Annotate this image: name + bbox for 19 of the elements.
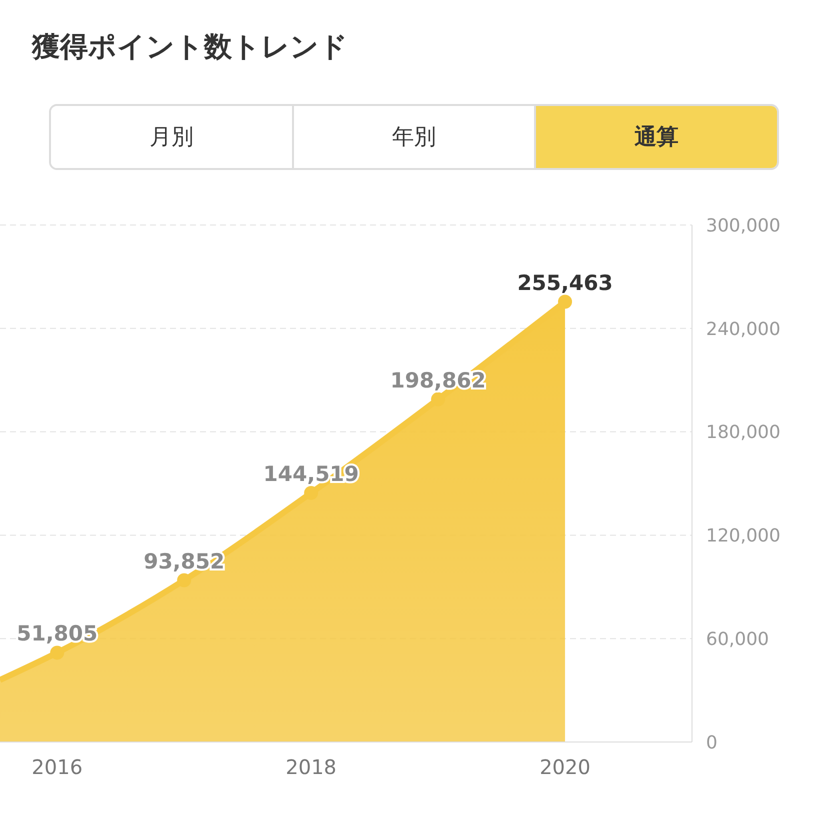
text: 通算 [534, 106, 778, 168]
y-tick-label: 120,000 [706, 526, 780, 547]
x-tick-label: 2016 [32, 755, 83, 780]
x-tick-label: 2020 [540, 755, 590, 780]
point [177, 573, 192, 588]
point [304, 486, 318, 500]
y-tick-label: 180,000 [706, 422, 780, 444]
point [50, 646, 64, 660]
data-label: 255,463 [517, 270, 613, 295]
point [431, 392, 446, 406]
y-tick-label: 300,000 [706, 215, 780, 236]
point [558, 294, 572, 309]
x-tick-label: 2018 [286, 755, 337, 780]
y-tick-label: 0 [706, 732, 718, 754]
text: 月別 [51, 106, 292, 168]
text: 年別 [292, 106, 534, 168]
y-tick-label: 240,000 [706, 318, 780, 340]
y-tick-label: 60,000 [706, 628, 769, 650]
chart-title: 獲得ポイント数トレンド [32, 29, 348, 65]
